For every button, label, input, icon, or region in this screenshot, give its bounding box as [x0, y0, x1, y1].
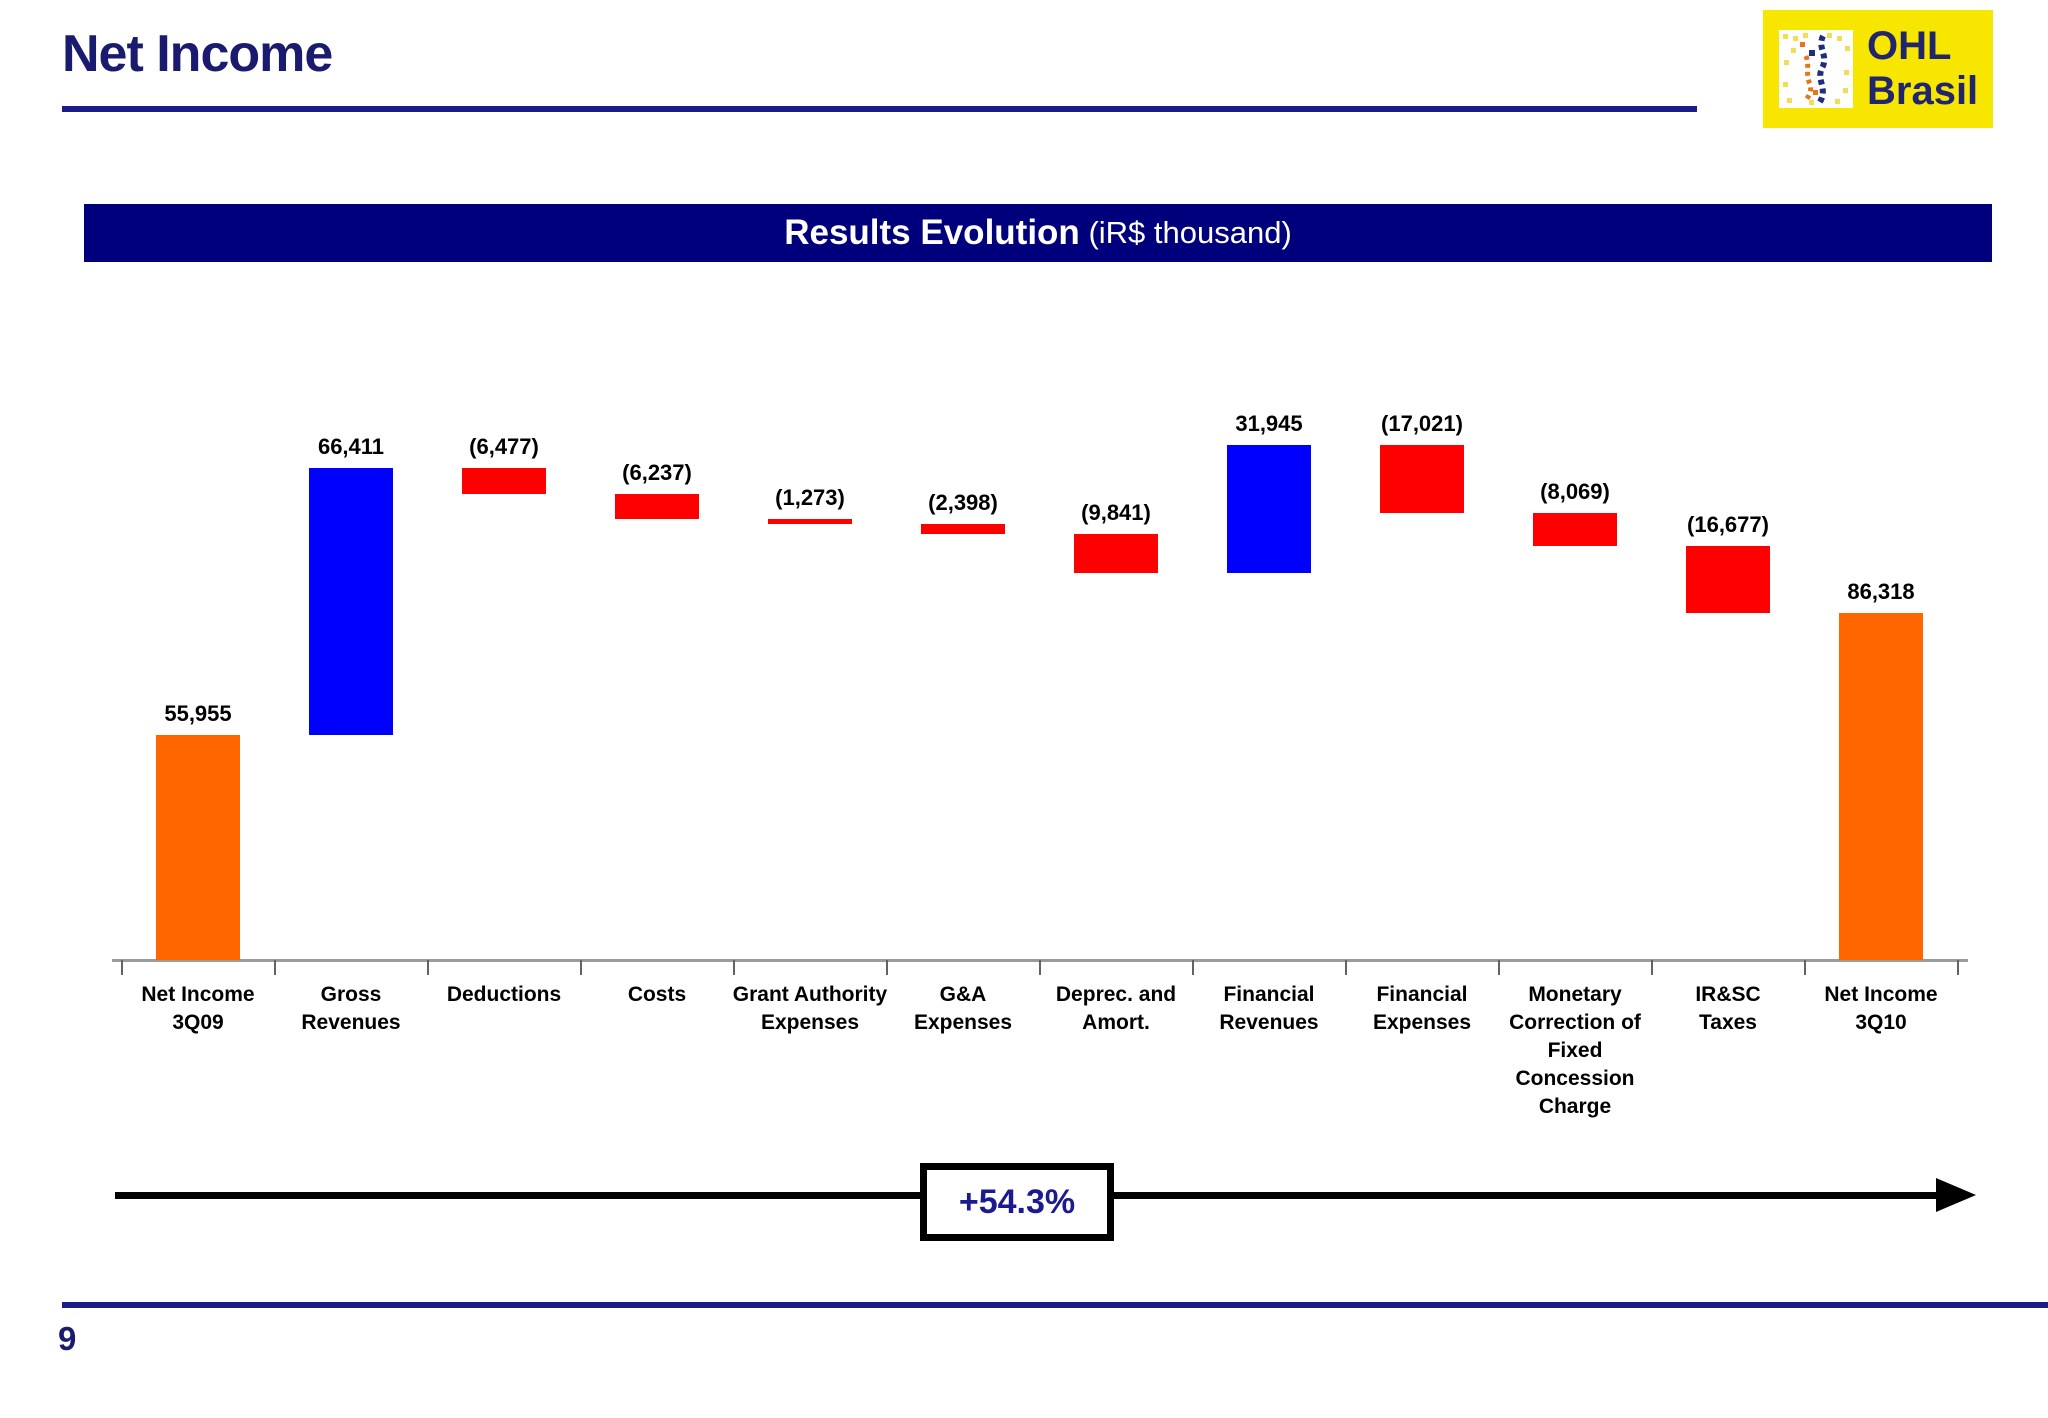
logo-mosaic-icon	[1779, 30, 1853, 108]
waterfall-bar-gross-revenues	[309, 467, 393, 735]
axis-tick	[1038, 960, 1041, 975]
page-number: 9	[58, 1320, 77, 1357]
category-label: Net Income 3Q09	[141, 983, 255, 1034]
axis-tick	[426, 960, 429, 975]
waterfall-bar-deductions	[462, 467, 546, 494]
axis-tick	[1803, 960, 1806, 975]
value-label: 66,411	[317, 433, 385, 459]
category-label: Gross Revenues	[301, 983, 401, 1034]
category-label: Financial Revenues	[1219, 983, 1319, 1034]
waterfall-bar-financial-revenues	[1227, 444, 1311, 574]
chart-title-bar: Results Evolution (iR$ thousand)	[84, 204, 1992, 262]
axis-tick	[1650, 960, 1653, 975]
waterfall-bar-net-income-3q09	[156, 735, 240, 960]
value-label: (17,021)	[1381, 410, 1463, 436]
waterfall-bar-net-income-3q10	[1839, 612, 1923, 960]
axis-tick	[1956, 960, 1959, 975]
axis-tick	[732, 960, 735, 975]
logo-line2: Brasil	[1867, 69, 1979, 113]
ohl-brasil-logo: OHL Brasil	[1763, 10, 1993, 128]
waterfall-bar-financial-expenses	[1380, 444, 1464, 514]
value-label: (6,237)	[622, 460, 692, 485]
category-label: G&A Expenses	[913, 983, 1013, 1034]
category-label: Deductions	[446, 983, 562, 1006]
waterfall-bar-monetary-correction-of-fixed-concession-charge	[1533, 513, 1617, 546]
category-label: Grant Authority Expenses	[732, 983, 888, 1034]
axis-tick	[1344, 960, 1347, 975]
waterfall-bar-g-a-expenses	[921, 524, 1005, 534]
page-title: Net Income	[62, 25, 333, 83]
growth-badge: +54.3%	[920, 1163, 1114, 1241]
value-label: 86,318	[1847, 578, 1915, 604]
value-label: 31,945	[1235, 410, 1303, 436]
axis-tick	[120, 960, 123, 975]
waterfall-bar-deprec-and-amort-	[1074, 533, 1158, 574]
waterfall-bar-ir-sc-taxes	[1686, 545, 1770, 613]
value-label: (16,677)	[1687, 511, 1769, 537]
chart-title: Results Evolution	[784, 213, 1080, 252]
logo-wordmark: OHL Brasil	[1867, 24, 1978, 114]
category-label: IR&SC Taxes	[1695, 983, 1761, 1034]
axis-tick	[273, 960, 276, 975]
title-underline	[62, 106, 1697, 112]
axis-tick	[885, 960, 888, 975]
value-label: (2,398)	[928, 490, 998, 516]
chart-title-unit: (iR$ thousand)	[1088, 215, 1292, 250]
axis-tick	[1191, 960, 1194, 975]
category-label: Net Income 3Q10	[1824, 983, 1938, 1034]
value-label: (1,273)	[775, 485, 845, 511]
logo-line1: OHL	[1867, 24, 1952, 68]
value-label: 55,955	[164, 701, 232, 726]
waterfall-bar-grant-authority-expenses	[768, 519, 852, 525]
axis-tick	[579, 960, 582, 975]
category-label: Monetary Correction of Fixed Concession Char…	[1509, 983, 1641, 1118]
axis-tick	[1497, 960, 1500, 975]
category-label: Deprec. and Amort.	[1055, 983, 1177, 1034]
waterfall-bar-costs	[615, 494, 699, 520]
category-label: Costs	[627, 983, 687, 1006]
category-label: Financial Expenses	[1372, 983, 1472, 1034]
value-label: (8,069)	[1540, 479, 1610, 505]
growth-arrow-head-icon	[1936, 1178, 1976, 1212]
bottom-rule	[62, 1302, 2048, 1308]
value-label: (6,477)	[469, 433, 539, 459]
value-label: (9,841)	[1081, 499, 1151, 525]
